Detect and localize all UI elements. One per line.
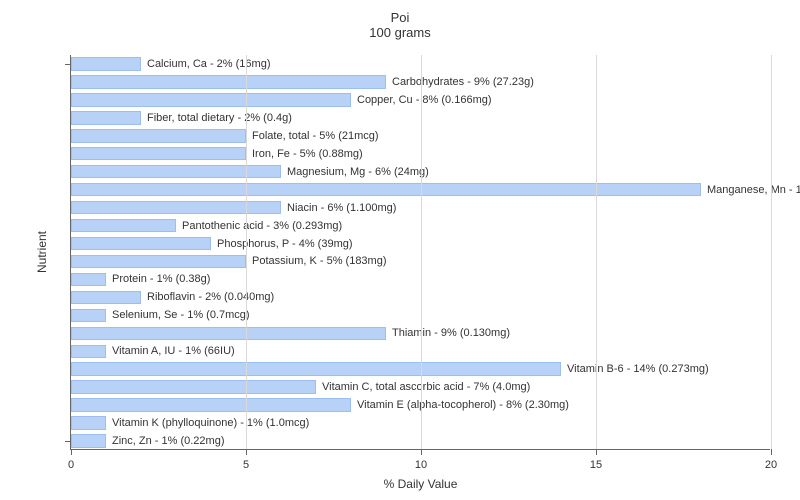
bar <box>71 129 246 142</box>
bar <box>71 327 386 340</box>
bar <box>71 219 176 232</box>
bar <box>71 398 351 411</box>
bar-label: Pantothenic acid - 3% (0.293mg) <box>182 220 342 232</box>
bar-label: Manganese, Mn - 18% (0.370mg) <box>707 184 800 196</box>
x-tick <box>596 449 597 455</box>
bar-label: Vitamin B-6 - 14% (0.273mg) <box>567 363 709 375</box>
x-tick-label: 5 <box>243 459 249 471</box>
x-tick-label: 15 <box>590 459 602 471</box>
bar <box>71 237 211 250</box>
gridline <box>246 55 247 449</box>
bar-label: Copper, Cu - 8% (0.166mg) <box>357 94 492 106</box>
bar <box>71 273 106 286</box>
y-tick <box>65 64 71 65</box>
bar <box>71 93 351 106</box>
bar <box>71 291 141 304</box>
bar-label: Magnesium, Mg - 6% (24mg) <box>287 166 429 178</box>
bar <box>71 75 386 88</box>
y-tick <box>65 441 71 442</box>
y-axis-title: Nutrient <box>35 231 49 273</box>
x-tick <box>71 449 72 455</box>
x-axis-title: % Daily Value <box>384 477 458 491</box>
bar-label: Calcium, Ca - 2% (16mg) <box>147 58 270 70</box>
chart-title: Poi 100 grams <box>0 0 800 40</box>
bar-label: Zinc, Zn - 1% (0.22mg) <box>112 435 224 447</box>
x-tick-label: 10 <box>415 459 427 471</box>
bar-label: Phosphorus, P - 4% (39mg) <box>217 238 353 250</box>
x-tick <box>771 449 772 455</box>
gridline <box>771 55 772 449</box>
bar-label: Potassium, K - 5% (183mg) <box>252 255 387 267</box>
bar-label: Riboflavin - 2% (0.040mg) <box>147 291 274 303</box>
bar <box>71 111 141 124</box>
bar <box>71 362 561 375</box>
bar <box>71 255 246 268</box>
bar-label: Carbohydrates - 9% (27.23g) <box>392 76 534 88</box>
gridline <box>421 55 422 449</box>
bar-label: Niacin - 6% (1.100mg) <box>287 202 396 214</box>
bar <box>71 380 316 393</box>
bar <box>71 309 106 322</box>
chart-area: Calcium, Ca - 2% (16mg) Carbohydrates - 9… <box>70 55 770 450</box>
gridline <box>596 55 597 449</box>
bar-label: Vitamin C, total ascorbic acid - 7% (4.0… <box>322 381 530 393</box>
bar <box>71 416 106 429</box>
bar <box>71 345 106 358</box>
bar-label: Protein - 1% (0.38g) <box>112 273 210 285</box>
x-tick <box>246 449 247 455</box>
bar-label: Vitamin A, IU - 1% (66IU) <box>112 345 235 357</box>
bar-label: Selenium, Se - 1% (0.7mcg) <box>112 309 250 321</box>
bar-label: Fiber, total dietary - 2% (0.4g) <box>147 112 292 124</box>
bar-label: Vitamin E (alpha-tocopherol) - 8% (2.30m… <box>357 399 569 411</box>
bar <box>71 201 281 214</box>
x-tick <box>421 449 422 455</box>
bar <box>71 57 141 70</box>
title-line-1: Poi <box>0 10 800 25</box>
bar-label: Iron, Fe - 5% (0.88mg) <box>252 148 363 160</box>
x-tick-label: 20 <box>765 459 777 471</box>
bar-label: Folate, total - 5% (21mcg) <box>252 130 379 142</box>
bar <box>71 165 281 178</box>
title-line-2: 100 grams <box>0 25 800 40</box>
bar-label: Vitamin K (phylloquinone) - 1% (1.0mcg) <box>112 417 309 429</box>
bar-label: Thiamin - 9% (0.130mg) <box>392 327 510 339</box>
bar <box>71 147 246 160</box>
bar <box>71 434 106 447</box>
bar <box>71 183 701 196</box>
x-tick-label: 0 <box>68 459 74 471</box>
